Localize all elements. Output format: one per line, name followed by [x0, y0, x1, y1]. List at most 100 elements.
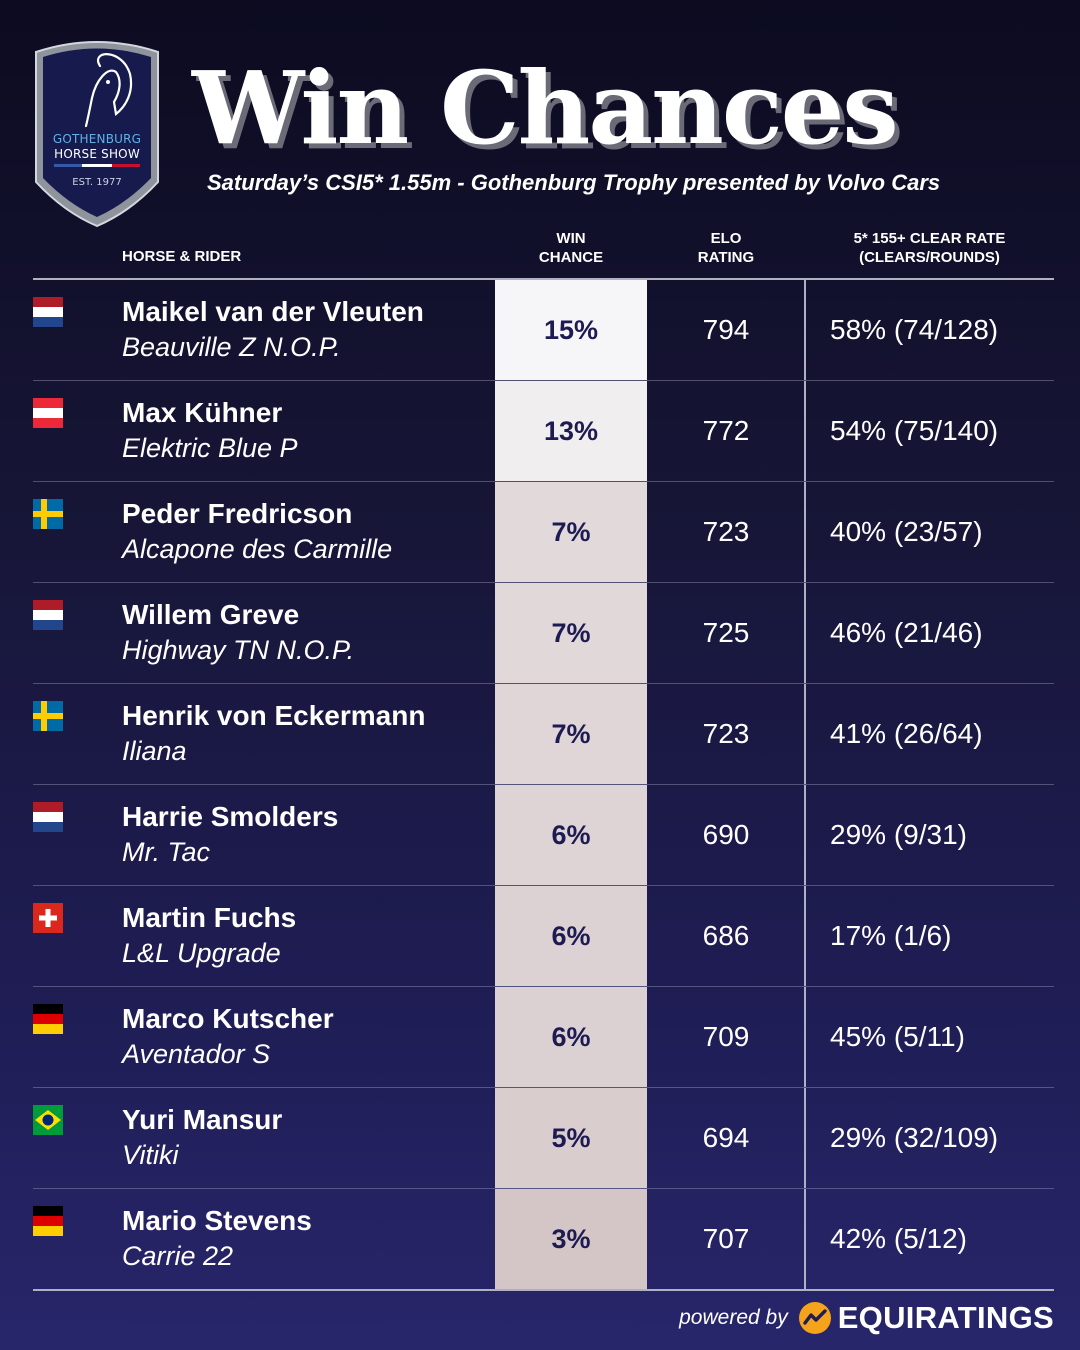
clear-rate-value: 40% (23/57): [830, 516, 983, 547]
clear-rate-value: 54% (75/140): [830, 415, 999, 446]
clear-rate-value: 58% (74/128): [830, 314, 999, 345]
table-row: Yuri Mansur Vitiki 5% 694 29% (32/109): [33, 1088, 1054, 1189]
footer-branding: powered by EQUIRATINGS: [679, 1298, 1054, 1338]
elo-rating-value: 725: [702, 617, 750, 648]
sweden-flag: [33, 499, 63, 529]
column-header-clear-rate: 5* 155+ CLEAR RATE (CLEARS/ROUNDS): [805, 229, 1054, 267]
clear-rate-value: 42% (5/12): [830, 1223, 967, 1254]
table-row: Martin Fuchs L&L Upgrade 6% 686 17% (1/6): [33, 886, 1054, 987]
win-chance-value: 6%: [551, 1022, 591, 1052]
rider-name: Mario Stevens: [122, 1205, 312, 1236]
column-divider: [804, 785, 806, 885]
elo-rating-value: 723: [702, 516, 750, 547]
horse-name: Beauville Z N.O.P.: [122, 332, 341, 362]
column-header-label: (CLEARS/ROUNDS): [859, 249, 1000, 266]
elo-rating-value: 709: [702, 1021, 750, 1052]
column-header-horse-rider: HORSE & RIDER: [122, 247, 241, 266]
logo-established: EST. 1977: [72, 177, 122, 188]
horse-name: Mr. Tac: [122, 837, 211, 867]
table-row: Marco Kutscher Aventador S 6% 709 45% (5/11): [33, 987, 1054, 1088]
column-divider: [804, 482, 806, 582]
column-header-label: HORSE & RIDER: [122, 248, 242, 265]
column-header-elo-rating: ELO RATING: [647, 229, 805, 267]
elo-rating-value: 723: [702, 718, 750, 749]
netherlands-flag: [33, 802, 63, 832]
table-row: Mario Stevens Carrie 22 3% 707 42% (5/12): [33, 1189, 1054, 1291]
win-chance-value: 7%: [551, 517, 591, 547]
rider-name: Harrie Smolders: [122, 801, 339, 832]
column-divider: [804, 583, 806, 683]
win-chances-table: Maikel van der Vleuten Beauville Z N.O.P.…: [33, 278, 1054, 1291]
logo-text-line2: HORSE SHOW: [54, 147, 140, 161]
win-chance-value: 6%: [551, 921, 591, 951]
equiratings-logo-icon: [798, 1302, 831, 1334]
horse-name: Elektric Blue P: [122, 433, 298, 463]
elo-rating-value: 690: [702, 819, 750, 850]
germany-flag: [33, 1004, 63, 1034]
page-subtitle: Saturday’s CSI5* 1.55m - Gothenburg Trop…: [207, 170, 941, 195]
clear-rate-value: 45% (5/11): [830, 1021, 965, 1052]
column-divider: [804, 280, 806, 380]
column-divider: [804, 1088, 806, 1188]
win-chance-value: 7%: [551, 618, 591, 648]
horse-name: Highway TN N.O.P.: [122, 635, 355, 665]
table-row: Maikel van der Vleuten Beauville Z N.O.P.…: [33, 280, 1054, 381]
clear-rate-value: 17% (1/6): [830, 920, 952, 951]
column-header-label: ELO: [710, 230, 742, 247]
rider-name: Peder Fredricson: [122, 498, 353, 529]
powered-by-text: powered by: [679, 1306, 788, 1329]
rider-name: Max Kühner: [122, 397, 283, 428]
column-header-win-chance: WIN CHANCE: [495, 229, 647, 267]
shield-icon: [35, 41, 159, 228]
germany-flag: [33, 1206, 63, 1236]
win-chance-value: 13%: [543, 416, 599, 446]
column-divider: [804, 684, 806, 784]
win-chance-cell-bg: [495, 280, 647, 380]
win-chance-cell-bg: [495, 886, 647, 986]
column-divider: [804, 381, 806, 481]
sweden-flag: [33, 701, 63, 731]
elo-rating-value: 772: [702, 415, 750, 446]
netherlands-flag: [33, 600, 63, 630]
rider-name: Maikel van der Vleuten: [122, 296, 424, 327]
win-chance-cell-bg: [495, 1088, 647, 1188]
column-divider: [804, 1189, 806, 1289]
win-chance-cell-bg: [495, 381, 647, 481]
win-chance-cell-bg: [495, 785, 647, 885]
elo-rating-value: 794: [702, 314, 750, 345]
equiratings-brand: EQUIRATINGS: [837, 1300, 1054, 1335]
elo-rating-value: 707: [702, 1223, 750, 1254]
column-header-label: CHANCE: [538, 249, 604, 266]
column-divider: [804, 987, 806, 1087]
switzerland-flag: [33, 903, 63, 933]
table-header: HORSE & RIDER WIN CHANCE ELO RATING 5* 1…: [33, 226, 1054, 278]
horse-name: L&L Upgrade: [122, 938, 281, 968]
clear-rate-value: 29% (32/109): [830, 1122, 999, 1153]
gothenburg-horse-show-logo: GOTHENBURG HORSE SHOW EST. 1977: [30, 36, 164, 228]
logo-text-line1: GOTHENBURG: [52, 132, 142, 146]
table-row: Max Kühner Elektric Blue P 13% 772 54% (75/1…: [33, 381, 1054, 482]
austria-flag: [33, 398, 63, 428]
column-divider: [804, 886, 806, 986]
rider-name: Marco Kutscher: [122, 1003, 334, 1034]
win-chance-cell-bg: [495, 1189, 647, 1289]
column-header-label: WIN: [556, 230, 586, 247]
win-chance-value: 7%: [551, 719, 591, 749]
win-chance-value: 6%: [551, 820, 591, 850]
table-row: Peder Fredricson Alcapone des Carmille 7% 7…: [33, 482, 1054, 583]
brazil-flag: [33, 1105, 63, 1135]
rider-name: Henrik von Eckermann: [122, 700, 426, 731]
column-header-label: RATING: [697, 249, 755, 266]
win-chance-cell-bg: [495, 684, 647, 784]
win-chance-cell-bg: [495, 482, 647, 582]
win-chance-cell-bg: [495, 987, 647, 1087]
clear-rate-value: 41% (26/64): [830, 718, 983, 749]
clear-rate-value: 46% (21/46): [830, 617, 983, 648]
rider-name: Martin Fuchs: [122, 902, 297, 933]
table-row: Henrik von Eckermann Iliana 7% 723 41% (26/6…: [33, 684, 1054, 785]
win-chance-value: 5%: [551, 1123, 591, 1153]
horse-name: Alcapone des Carmille: [122, 534, 393, 564]
horse-name: Carrie 22: [122, 1241, 234, 1271]
horse-name: Vitiki: [122, 1140, 179, 1170]
column-header-label: 5* 155+ CLEAR RATE: [853, 230, 1006, 247]
